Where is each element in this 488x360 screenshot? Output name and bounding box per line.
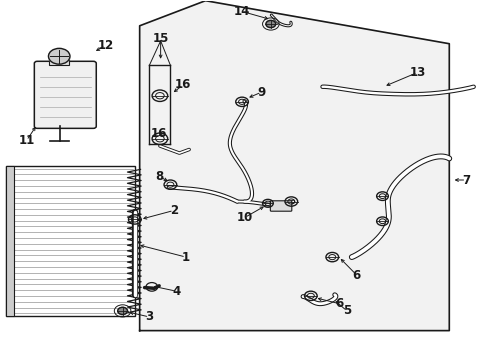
FancyBboxPatch shape <box>270 201 291 211</box>
Circle shape <box>118 307 127 315</box>
Text: 6: 6 <box>352 269 360 282</box>
Bar <box>5 166 135 316</box>
Text: 2: 2 <box>169 204 178 217</box>
Bar <box>49 56 69 65</box>
FancyBboxPatch shape <box>34 61 96 129</box>
Circle shape <box>48 48 70 64</box>
Text: 1: 1 <box>182 251 190 264</box>
Text: 16: 16 <box>151 127 167 140</box>
Bar <box>5 166 14 316</box>
Text: 7: 7 <box>461 174 469 186</box>
Text: 5: 5 <box>342 305 350 318</box>
Text: 13: 13 <box>408 66 425 79</box>
Text: 16: 16 <box>175 78 191 91</box>
Text: 10: 10 <box>236 211 252 224</box>
Text: 4: 4 <box>172 285 180 298</box>
Text: 9: 9 <box>257 86 265 99</box>
Text: 15: 15 <box>152 32 168 45</box>
Text: 3: 3 <box>145 310 153 324</box>
Circle shape <box>265 21 275 28</box>
Text: 11: 11 <box>19 134 35 147</box>
Text: 14: 14 <box>233 5 250 18</box>
Polygon shape <box>140 1 448 330</box>
Text: 12: 12 <box>97 39 113 52</box>
Text: 8: 8 <box>155 170 163 183</box>
Text: 6: 6 <box>335 297 343 310</box>
